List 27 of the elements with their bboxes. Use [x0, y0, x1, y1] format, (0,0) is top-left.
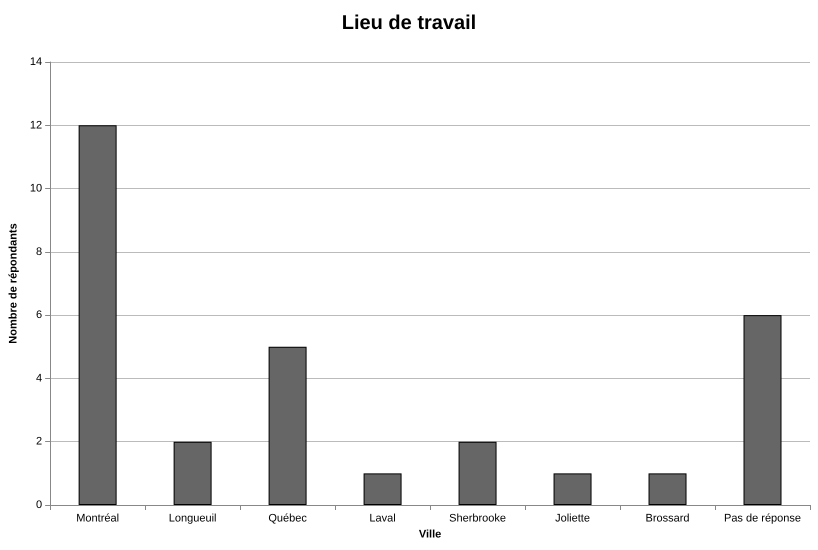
x-tick-label: Joliette [555, 512, 590, 524]
x-tick-label: Montréal [76, 512, 120, 524]
bar [174, 442, 212, 505]
x-tick-label: Brossard [646, 512, 690, 524]
x-tick-label: Québec [268, 512, 308, 524]
bar [554, 473, 592, 505]
bar [78, 125, 117, 505]
bar [648, 473, 687, 505]
y-tick-label: 4 [36, 372, 42, 384]
y-tick-label: 2 [36, 436, 42, 448]
y-tick-label: 8 [36, 246, 42, 258]
y-axis-title: Nombre de répondants [8, 223, 20, 344]
x-tick-label: Laval [369, 512, 396, 524]
x-axis-title: Ville [418, 528, 442, 540]
y-tick-label: 0 [36, 499, 42, 511]
bar [744, 315, 782, 505]
y-tick-label: 12 [30, 119, 42, 132]
x-tick-label: Sherbrooke [449, 512, 506, 524]
x-tick-label: Longueuil [168, 512, 216, 524]
y-tick-label: 14 [30, 56, 42, 68]
bar [364, 473, 402, 505]
x-tick-label: Pas de réponse [724, 512, 802, 524]
y-tick-label: 10 [30, 182, 42, 195]
chart-title: Lieu de travail [342, 12, 476, 34]
bar [458, 442, 497, 505]
y-tick-label: 6 [36, 309, 42, 322]
bar [268, 346, 307, 505]
